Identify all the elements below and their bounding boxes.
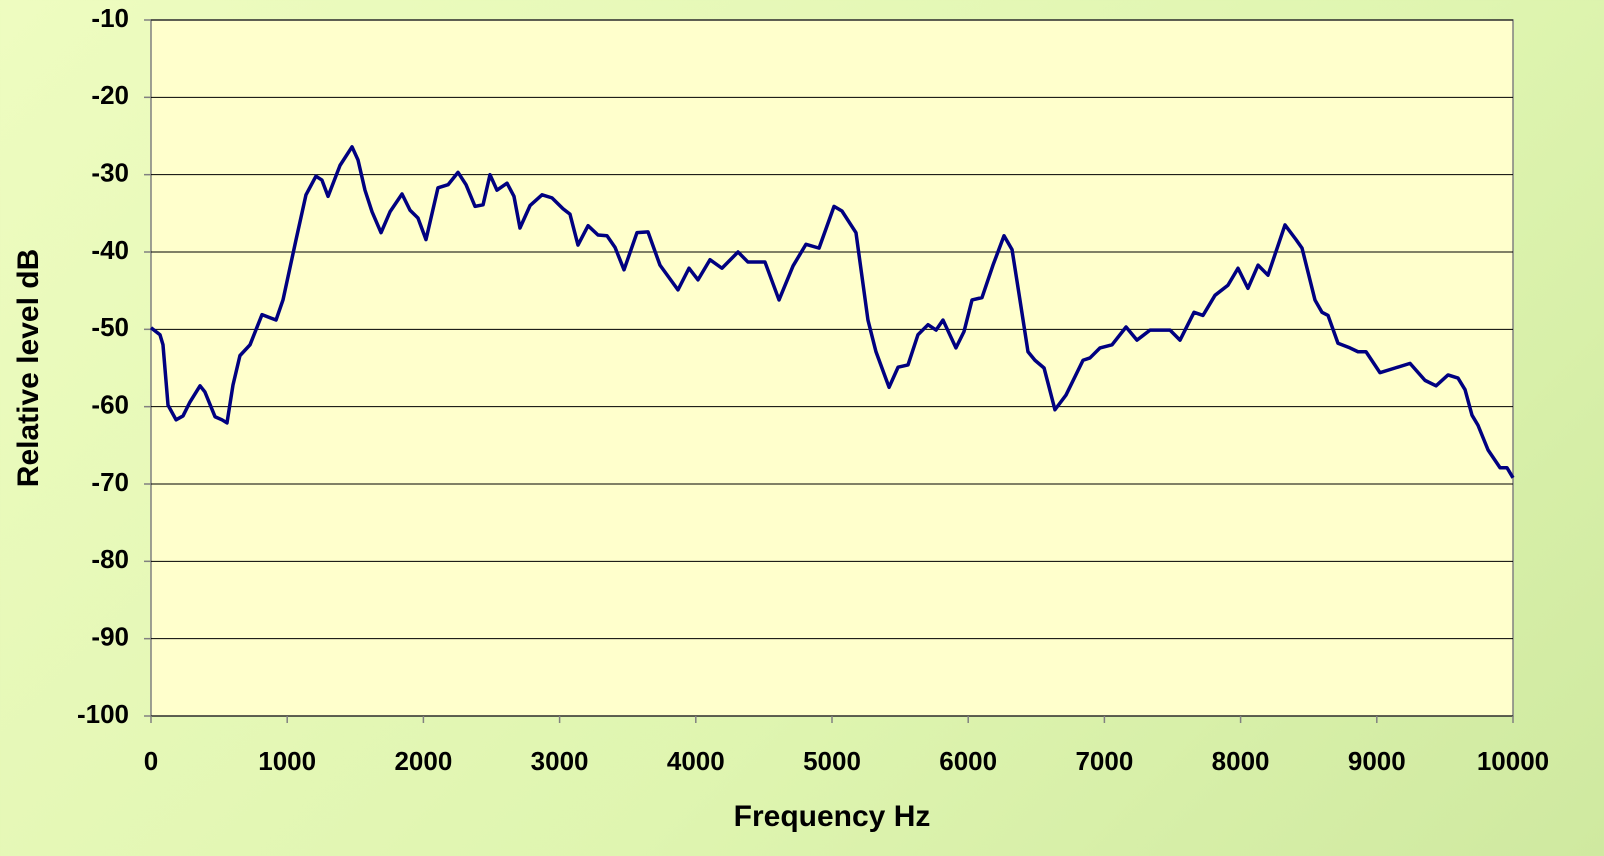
y-tick-label: -40 [91,235,129,265]
x-tick-label: 9000 [1348,746,1406,776]
x-axis-label: Frequency Hz [734,800,931,833]
y-tick-label: -20 [91,80,129,110]
x-tick-label: 0 [144,746,158,776]
y-axis-label: Relative level dB [12,249,45,487]
y-tick-label: -100 [77,699,129,729]
line-series [149,145,1515,479]
x-tick-label: 6000 [939,746,997,776]
x-tick-label: 4000 [667,746,725,776]
x-tick-label: 5000 [803,746,861,776]
y-tick-label: -30 [91,158,129,188]
y-tick-label: -90 [91,622,129,652]
x-tick-label: 8000 [1212,746,1270,776]
plot-area [150,19,1514,717]
y-tick-label: -80 [91,544,129,574]
y-tick-label: -50 [91,312,129,342]
x-tick-label: 7000 [1075,746,1133,776]
y-tick-label: -70 [91,467,129,497]
x-tick-label: 3000 [531,746,589,776]
x-tick-label: 2000 [394,746,452,776]
x-tick-label: 1000 [258,746,316,776]
y-tick-label: -10 [91,3,129,33]
y-tick-label: -60 [91,390,129,420]
x-tick-label: 10000 [1477,746,1549,776]
